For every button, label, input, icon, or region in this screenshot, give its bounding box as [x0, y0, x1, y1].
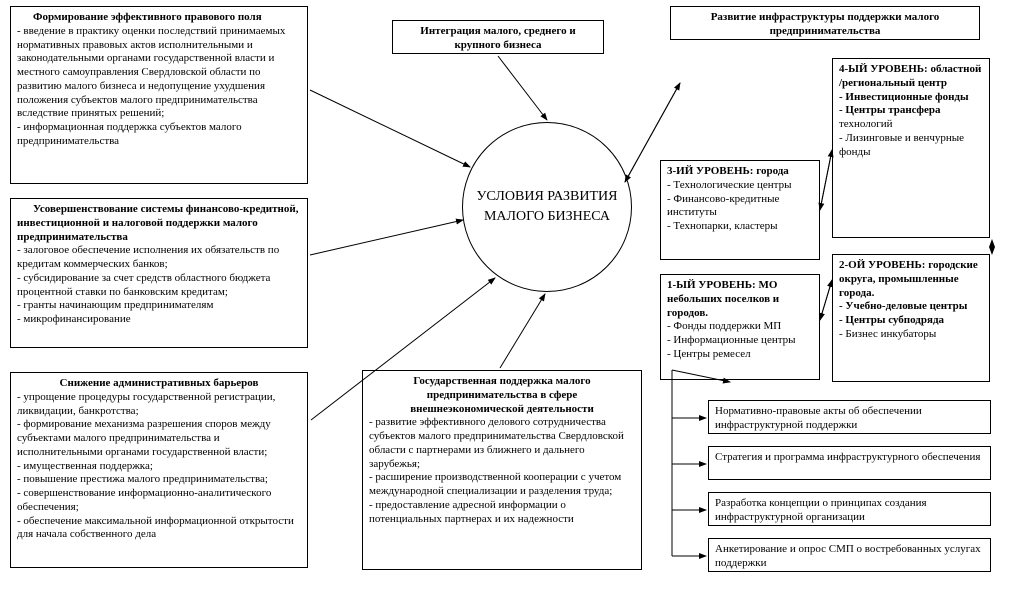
list-item: расширение производственной кооперации с…	[369, 471, 635, 499]
list-item: информационная поддержка субъектов малог…	[17, 121, 301, 149]
box-list: развитие эффективного делового сотруднич…	[369, 416, 635, 526]
box-text: Нормативно-правовые акты об обеспечении …	[715, 405, 922, 431]
box-title: Снижение административных барьеров	[17, 377, 301, 391]
box-level-1: 1-ЫЙ УРОВЕНЬ: МО небольших поселков и го…	[660, 274, 820, 380]
box-list: Инвестиционные фонды Центры трансфера	[839, 91, 983, 119]
box-title: Государственная поддержка малого предпри…	[369, 375, 635, 416]
box-infrastructure: Развитие инфраструктуры поддержки малого…	[670, 6, 980, 40]
box-legal-field: Формирование эффективного правового поля…	[10, 6, 308, 184]
box-list: Фонды поддержки МП Информационные центры…	[667, 320, 813, 361]
box-text: Анкетирование и опрос СМП о востребованн…	[715, 543, 981, 569]
list-item: формирование механизма разрешения споров…	[17, 418, 301, 459]
list-item: Технопарки, кластеры	[667, 220, 813, 234]
box-level-2: 2-ОЙ УРОВЕНЬ: городские округа, промышле…	[832, 254, 990, 382]
list-item: Технологические центры	[667, 179, 813, 193]
list-item: микрофинансирование	[17, 313, 301, 327]
list-item: развитие эффективного делового сотруднич…	[369, 416, 635, 471]
box-survey: Анкетирование и опрос СМП о востребованн…	[708, 538, 991, 572]
box-title: Усовершенствование системы финансово-кре…	[17, 203, 301, 244]
box-list: Технологические центры Финансово-кредитн…	[667, 179, 813, 234]
box-integration: Интеграция малого, среднего и крупного б…	[392, 20, 604, 54]
box-law-acts: Нормативно-правовые акты об обеспечении …	[708, 400, 991, 434]
box-admin-barriers: Снижение административных барьеров упрощ…	[10, 372, 308, 568]
list-item: совершенствование информационно-аналитич…	[17, 487, 301, 515]
list-item: субсидирование за счет средств областног…	[17, 272, 301, 300]
list-item: Инвестиционные фонды	[839, 91, 983, 105]
list-item: Центры субподряда	[839, 314, 983, 328]
box-gov-support: Государственная поддержка малого предпри…	[362, 370, 642, 570]
center-node: УСЛОВИЯ РАЗВИТИЯ МАЛОГО БИЗНЕСА	[462, 122, 632, 292]
list-item: обеспечение максимальной информационной …	[17, 515, 301, 543]
box-concept: Разработка концепции о принципах создани…	[708, 492, 991, 526]
list-item: гранты начинающим предпринимателям	[17, 299, 301, 313]
list-item: залоговое обеспечение исполнения их обяз…	[17, 244, 301, 272]
center-label: УСЛОВИЯ РАЗВИТИЯ МАЛОГО БИЗНЕСА	[463, 187, 631, 226]
box-text: Стратегия и программа инфраструктурного …	[715, 451, 980, 463]
box-title: Интеграция малого, среднего и крупного б…	[399, 25, 597, 53]
box-list: Лизинговые и венчурные фонды	[839, 132, 983, 160]
box-list: упрощение процедуры государственной реги…	[17, 391, 301, 542]
box-title: 2-ОЙ УРОВЕНЬ: городские округа, промышле…	[839, 259, 983, 300]
box-title: Формирование эффективного правового поля	[17, 11, 301, 25]
list-item: повышение престижа малого предпринимател…	[17, 473, 301, 487]
box-list: Учебно-деловые центры Центры субподряда …	[839, 300, 983, 341]
list-item: Учебно-деловые центры	[839, 300, 983, 314]
box-strategy: Стратегия и программа инфраструктурного …	[708, 446, 991, 480]
box-list: залоговое обеспечение исполнения их обяз…	[17, 244, 301, 327]
list-item: упрощение процедуры государственной реги…	[17, 391, 301, 419]
list-item: имущественная поддержка;	[17, 460, 301, 474]
box-level-3: 3-ИЙ УРОВЕНЬ: города Технологические цен…	[660, 160, 820, 260]
box-title: 1-ЫЙ УРОВЕНЬ: МО небольших поселков и го…	[667, 279, 813, 320]
box-financial-system: Усовершенствование системы финансово-кре…	[10, 198, 308, 348]
list-item: предоставление адресной информации о пот…	[369, 499, 635, 527]
box-text: Разработка концепции о принципах создани…	[715, 497, 927, 523]
box-level-4: 4-ЫЙ УРОВЕНЬ: областной /региональный це…	[832, 58, 990, 238]
list-item: введение в практику оценки последствий п…	[17, 25, 301, 121]
list-item-plain: технологий	[839, 118, 983, 132]
list-item: Лизинговые и венчурные фонды	[839, 132, 983, 160]
list-item: Информационные центры	[667, 334, 813, 348]
list-item: Центры трансфера	[839, 104, 983, 118]
list-item: Центры ремесел	[667, 348, 813, 362]
list-item: Финансово-кредитные институты	[667, 193, 813, 221]
list-item: Бизнес инкубаторы	[839, 328, 983, 342]
box-title: 3-ИЙ УРОВЕНЬ: города	[667, 165, 813, 179]
box-title: 4-ЫЙ УРОВЕНЬ: областной /региональный це…	[839, 63, 983, 91]
box-title: Развитие инфраструктуры поддержки малого…	[677, 11, 973, 39]
list-item: Фонды поддержки МП	[667, 320, 813, 334]
box-list: введение в практику оценки последствий п…	[17, 25, 301, 149]
